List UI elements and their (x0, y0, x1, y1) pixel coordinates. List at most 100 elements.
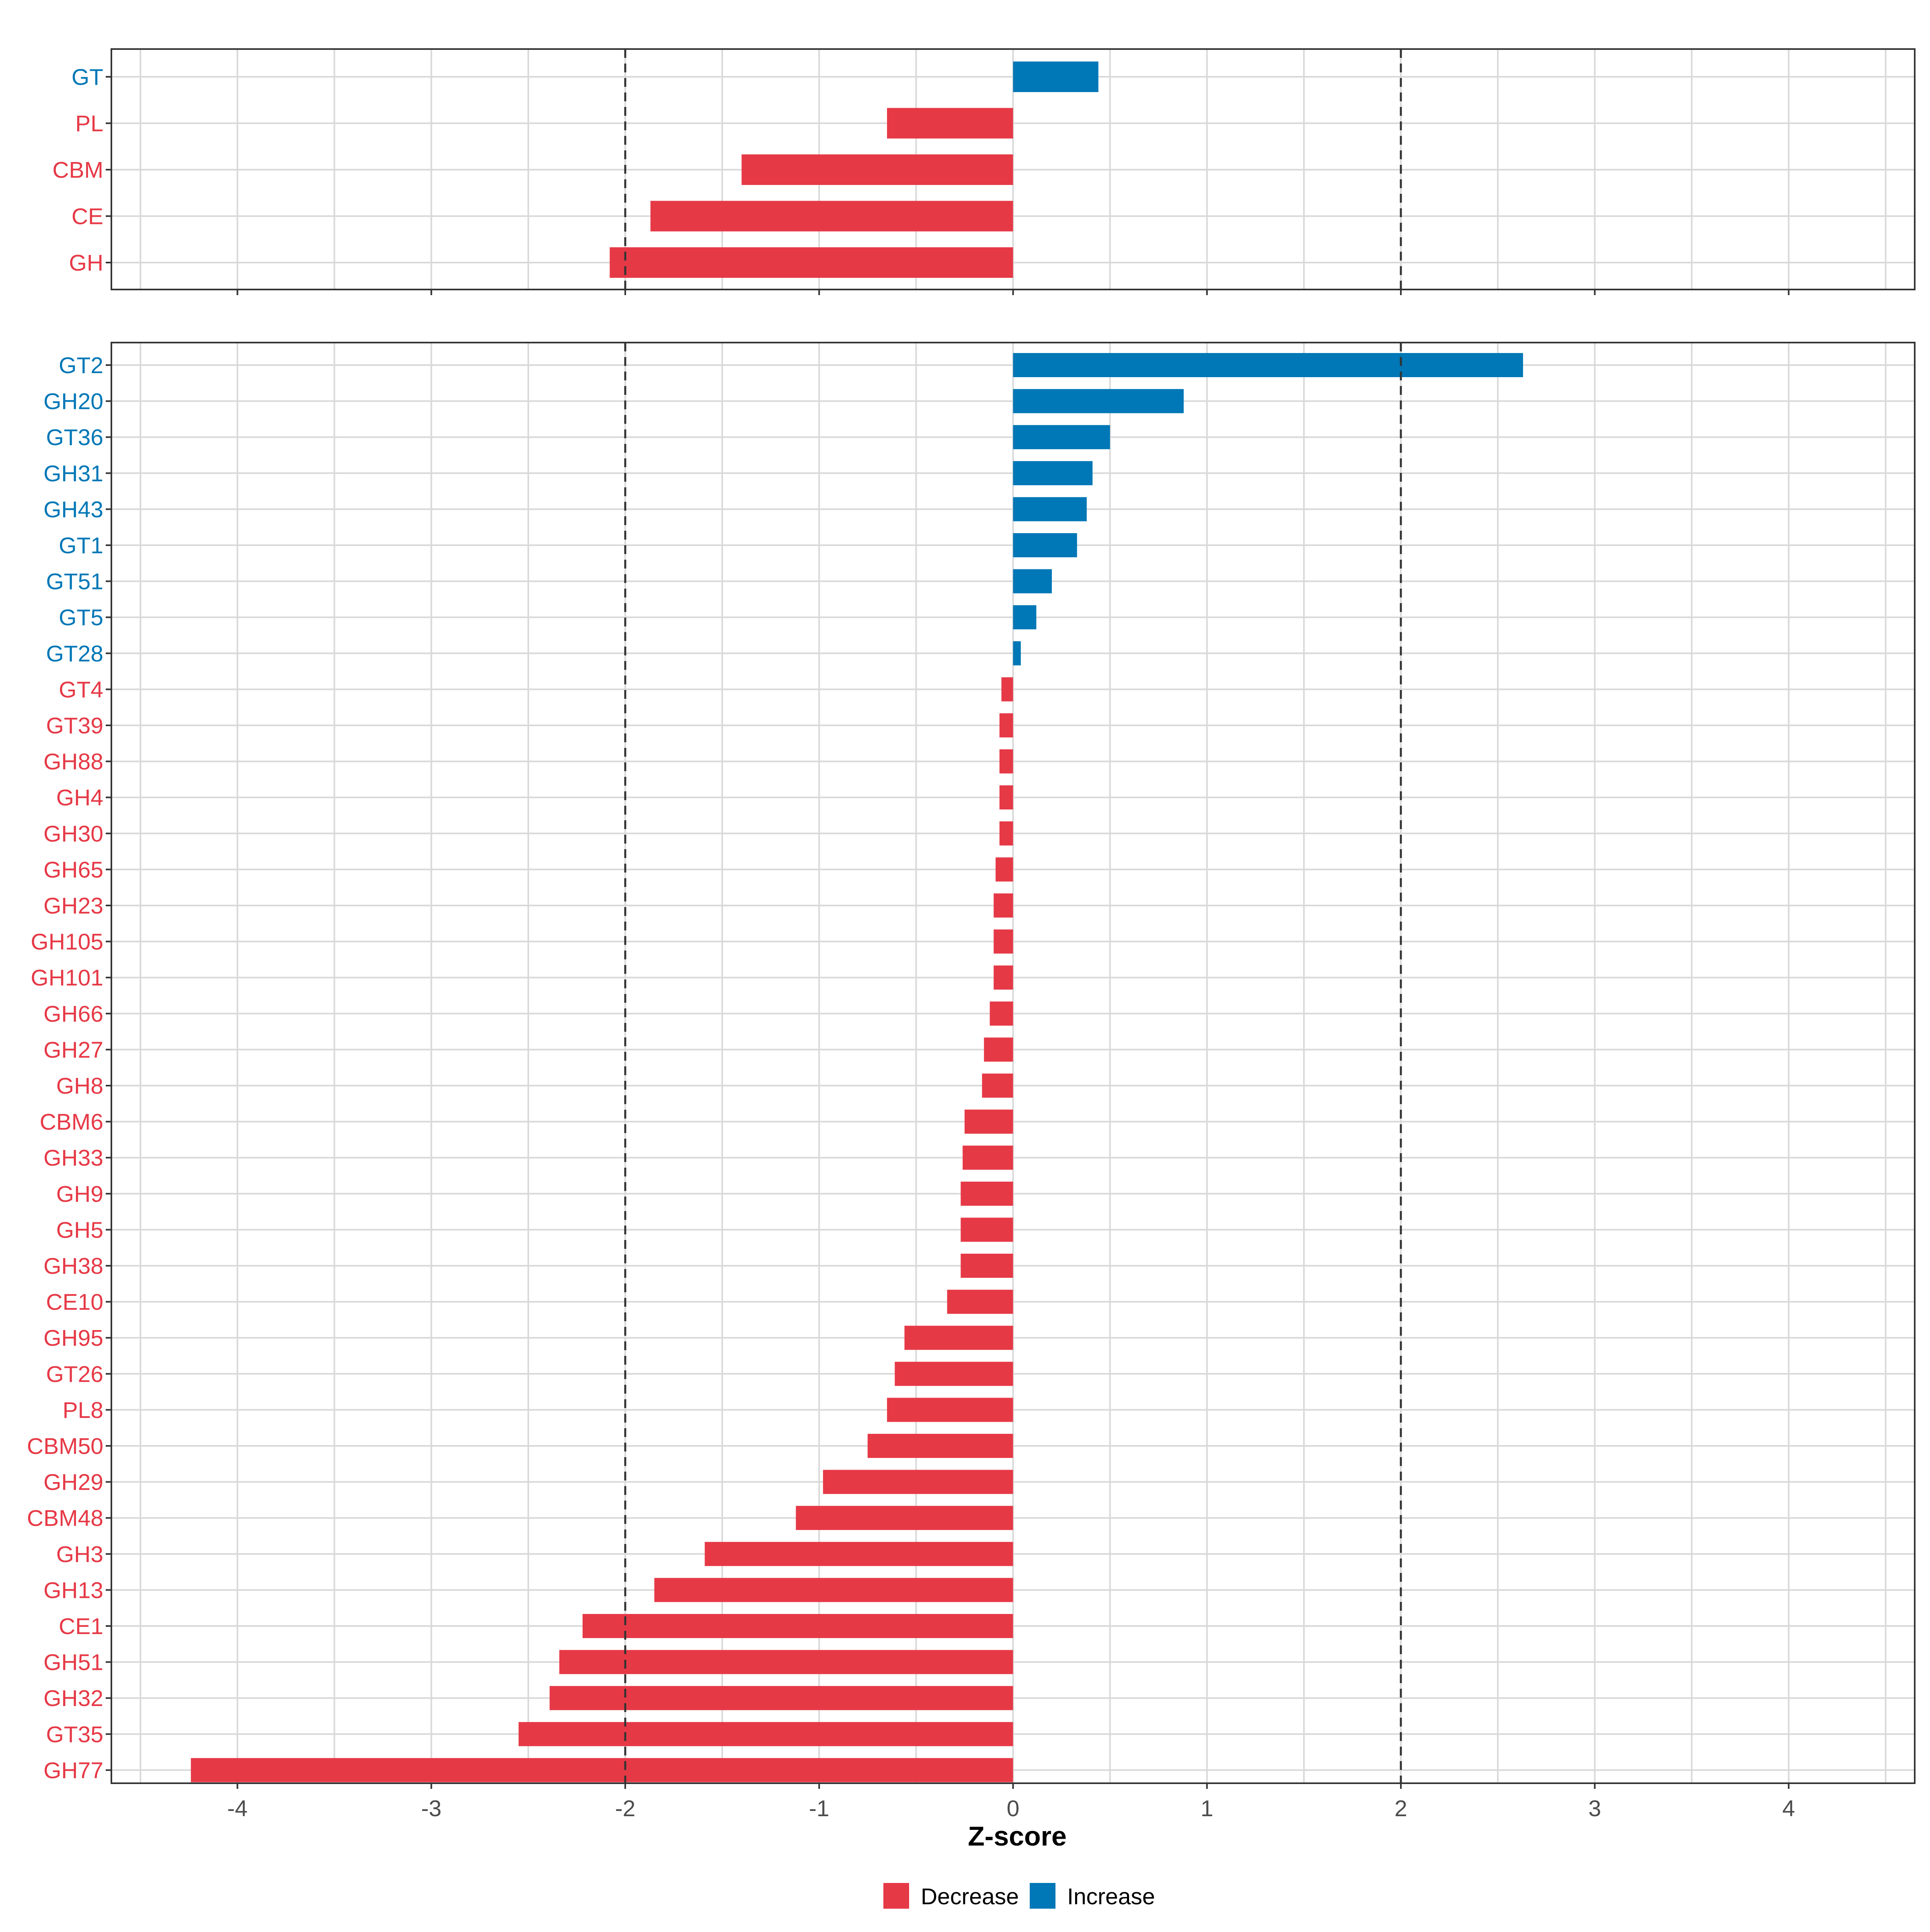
bar-gt36 (1013, 425, 1110, 450)
category-label: CBM50 (27, 1433, 103, 1459)
bar-pl8 (887, 1398, 1013, 1422)
category-label: GT2 (59, 353, 103, 378)
category-label: GH5 (56, 1217, 103, 1243)
bar-gt4 (1001, 677, 1013, 702)
bar-gh23 (994, 893, 1013, 918)
x-tick-label: -1 (809, 1796, 829, 1821)
bar-gh20 (1013, 389, 1184, 413)
category-label: GH27 (43, 1037, 103, 1063)
category-label: CBM48 (27, 1505, 103, 1531)
bar-ce10 (947, 1289, 1013, 1314)
category-label: PL8 (63, 1397, 103, 1423)
chart-panels: GTPLCBMCEGHGT2GH20GT36GH31GH43GT1GT51GT5… (27, 48, 1916, 1821)
category-label: GT51 (46, 569, 103, 595)
category-label: CE (72, 204, 103, 230)
category-label: GH (69, 250, 104, 276)
category-label: GH4 (56, 785, 103, 811)
category-label: GT5 (59, 605, 103, 630)
bar-gt51 (1013, 569, 1052, 593)
legend: Decrease Increase (883, 1883, 1155, 1909)
bar-gh66 (990, 1001, 1013, 1026)
category-label: GT26 (46, 1361, 103, 1387)
category-label: PL (75, 111, 103, 137)
bar-gh88 (999, 749, 1013, 774)
bar-gh8 (982, 1074, 1013, 1098)
bar-gh51 (559, 1650, 1013, 1674)
x-tick-label: 0 (1007, 1796, 1020, 1821)
bar-gh65 (996, 857, 1013, 882)
bar-gh13 (654, 1578, 1013, 1602)
bar-gt26 (895, 1361, 1013, 1386)
bar-gh5 (961, 1218, 1013, 1242)
bar-gt2 (1013, 353, 1523, 377)
category-label: GH101 (31, 965, 103, 991)
legend-swatch-decrease (883, 1883, 909, 1909)
legend-label-decrease: Decrease (921, 1884, 1019, 1909)
category-label: GH3 (56, 1542, 103, 1567)
category-label: GH31 (43, 461, 103, 487)
category-label: GH30 (43, 821, 103, 847)
bar-gh77 (191, 1758, 1013, 1782)
category-label: GH66 (43, 1001, 103, 1027)
bar-gh95 (904, 1326, 1013, 1350)
bar-gt28 (1013, 641, 1021, 665)
category-label: GT (72, 64, 103, 90)
legend-swatch-increase (1030, 1883, 1055, 1909)
bar-ce (650, 201, 1013, 232)
category-label: GH32 (43, 1686, 103, 1711)
category-label: GH33 (43, 1145, 103, 1171)
bar-gh43 (1013, 497, 1087, 521)
bar-gh30 (999, 821, 1013, 846)
category-label: GH29 (43, 1470, 103, 1495)
category-label: GH8 (56, 1073, 103, 1099)
x-tick-label: -4 (227, 1796, 248, 1821)
category-label: CE1 (59, 1614, 103, 1639)
bar-gh32 (549, 1686, 1013, 1710)
bar-cbm48 (796, 1506, 1013, 1530)
category-label: GH88 (43, 749, 103, 775)
bar-cbm (741, 154, 1013, 185)
bar-gt39 (999, 713, 1013, 737)
category-label: GT35 (46, 1722, 103, 1747)
category-label: GT28 (46, 641, 103, 667)
category-label: GH38 (43, 1253, 103, 1279)
x-tick-label: 1 (1201, 1796, 1213, 1821)
category-label: GH43 (43, 497, 103, 522)
bar-gh31 (1013, 461, 1093, 485)
bar-pl (887, 108, 1013, 139)
x-tick-label: 2 (1394, 1796, 1407, 1821)
bar-cbm6 (964, 1109, 1013, 1134)
category-label: GH105 (31, 929, 103, 955)
bar-cbm50 (867, 1434, 1013, 1458)
x-tick-label: 3 (1588, 1796, 1601, 1821)
panel-bottom: GT2GH20GT36GH31GH43GT1GT51GT5GT28GT4GT39… (27, 342, 1916, 1821)
category-label: CBM6 (40, 1109, 103, 1135)
category-label: GH9 (56, 1181, 103, 1207)
category-label: GH20 (43, 389, 103, 415)
panel-top: GT PL CBM CE GH (52, 48, 1916, 295)
bar-gh33 (963, 1146, 1013, 1170)
bar-gt35 (518, 1722, 1013, 1746)
legend-label-increase: Increase (1067, 1884, 1155, 1909)
bar-gh9 (961, 1181, 1013, 1206)
category-label: GH65 (43, 857, 103, 883)
category-label: GT39 (46, 713, 103, 739)
category-label: GT36 (46, 425, 103, 450)
bar-gh101 (994, 965, 1013, 990)
category-label: GH13 (43, 1577, 103, 1603)
category-label: GH95 (43, 1325, 103, 1351)
category-label: GH23 (43, 893, 103, 919)
category-label: GT1 (59, 533, 103, 558)
bar-gt1 (1013, 533, 1077, 557)
category-label: GH51 (43, 1650, 103, 1675)
category-label: CBM (52, 157, 103, 183)
x-axis-title: Z-score (968, 1821, 1067, 1852)
bar-gh4 (999, 785, 1013, 810)
x-tick-label: 4 (1782, 1796, 1795, 1821)
bar-gh38 (961, 1254, 1013, 1278)
bar-gh (610, 247, 1013, 278)
bar-gh105 (994, 929, 1013, 954)
x-tick-label: -3 (421, 1796, 441, 1821)
